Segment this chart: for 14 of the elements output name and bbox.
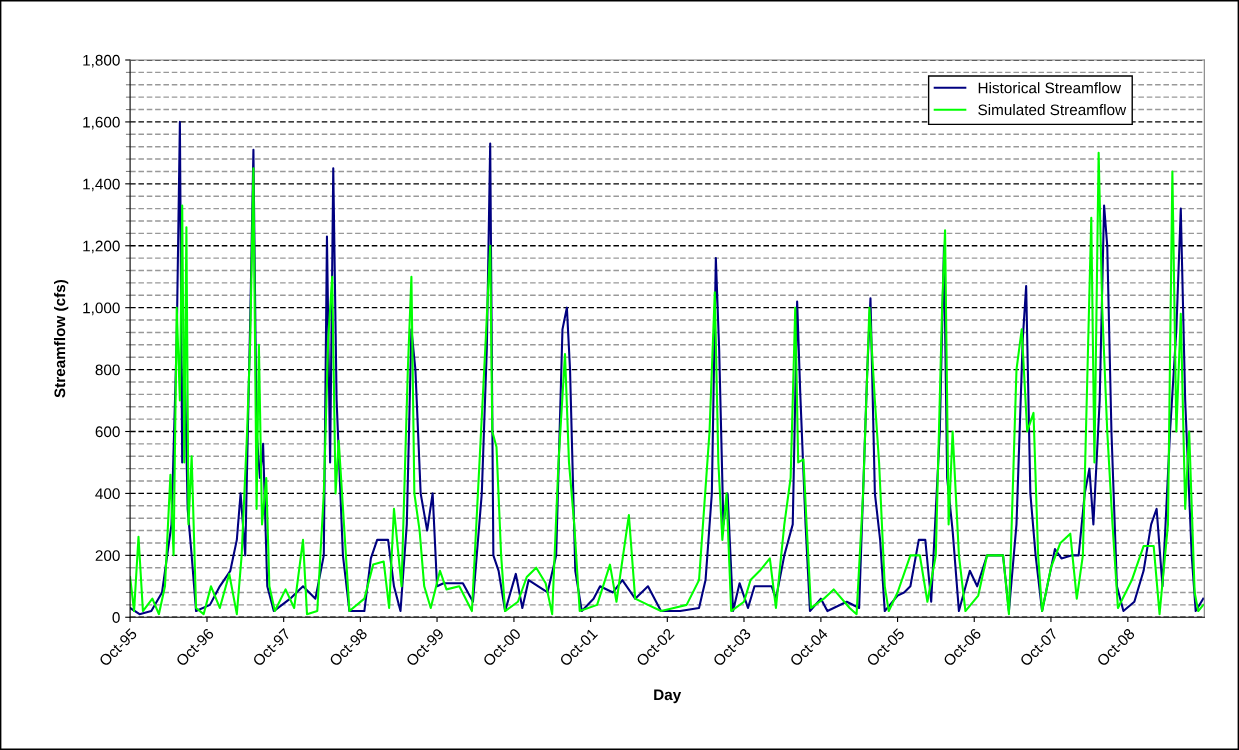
y-tick-label: 200 <box>95 550 120 562</box>
legend-label: Simulated Streamflow <box>978 103 1127 116</box>
y-axis-title: Streamflow (cfs) <box>54 279 69 398</box>
y-tick-label: 600 <box>95 426 120 438</box>
y-tick-label: 1,600 <box>83 116 120 130</box>
y-tick-label: 1,200 <box>83 240 120 254</box>
y-tick-label: 400 <box>95 488 120 500</box>
y-tick-label: 0 <box>112 612 120 623</box>
x-axis-title: Day <box>654 689 682 704</box>
y-tick-label: 1,400 <box>83 178 120 192</box>
y-tick-label: 800 <box>95 364 120 376</box>
y-tick-label: 1,800 <box>83 54 120 68</box>
y-tick-label: 1,000 <box>83 302 120 316</box>
legend-label: Historical Streamflow <box>978 82 1122 94</box>
